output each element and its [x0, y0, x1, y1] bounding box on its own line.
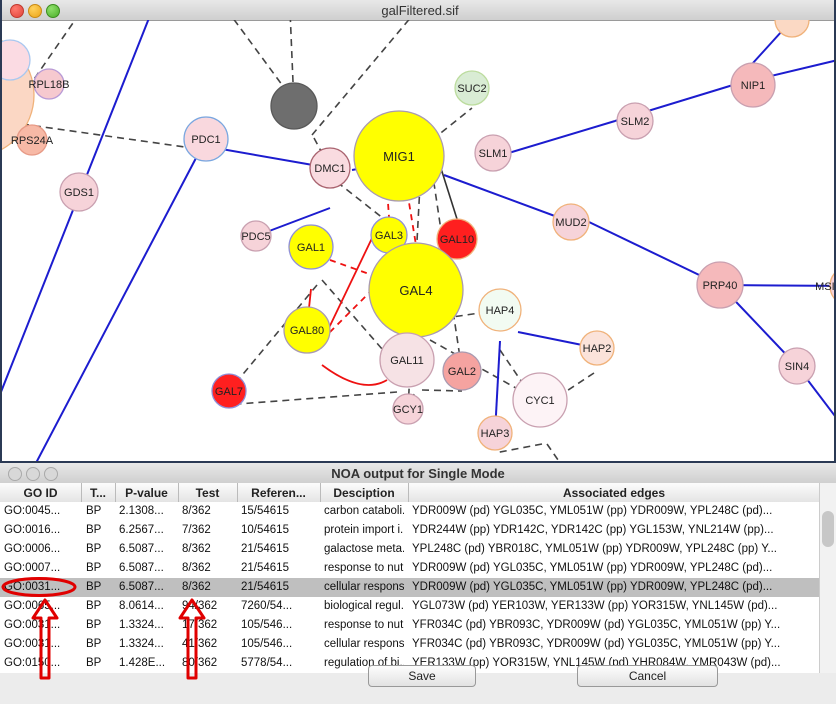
svg-text:GAL7: GAL7: [215, 386, 243, 398]
svg-text:GDS1: GDS1: [64, 187, 94, 199]
svg-text:GCY1: GCY1: [393, 404, 423, 416]
svg-text:PDC1: PDC1: [191, 134, 220, 146]
svg-text:SUC2: SUC2: [457, 83, 486, 95]
svg-text:GAL2: GAL2: [448, 366, 476, 378]
svg-text:HAP4: HAP4: [486, 305, 515, 317]
svg-text:GAL11: GAL11: [390, 355, 423, 367]
svg-text:GAL3: GAL3: [375, 230, 403, 242]
svg-text:MIG1: MIG1: [383, 149, 415, 164]
svg-text:HAP2: HAP2: [583, 343, 612, 355]
svg-text:MSI1: MSI1: [815, 281, 836, 293]
svg-text:PRP40: PRP40: [703, 280, 738, 292]
svg-text:SLM2: SLM2: [621, 116, 650, 128]
svg-text:MUD2: MUD2: [555, 217, 586, 229]
svg-text:SLM1: SLM1: [479, 148, 508, 160]
svg-text:RPS24A: RPS24A: [11, 135, 54, 147]
svg-text:GAL80: GAL80: [290, 325, 324, 337]
svg-text:HAP3: HAP3: [481, 428, 510, 440]
svg-text:GAL4: GAL4: [399, 283, 432, 298]
svg-text:RPL18B: RPL18B: [29, 79, 70, 91]
svg-text:SIN4: SIN4: [785, 361, 809, 373]
svg-text:PDC5: PDC5: [241, 231, 270, 243]
svg-text:NIP1: NIP1: [741, 80, 765, 92]
svg-text:CYC1: CYC1: [525, 395, 554, 407]
svg-text:GAL10: GAL10: [440, 234, 474, 246]
svg-text:DMC1: DMC1: [314, 163, 345, 175]
svg-text:GAL1: GAL1: [297, 242, 325, 254]
